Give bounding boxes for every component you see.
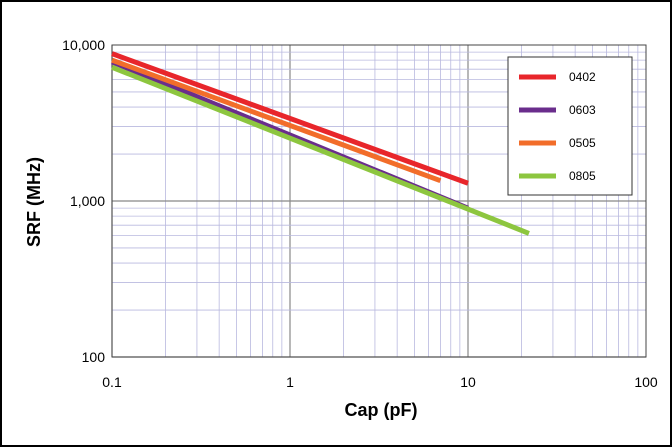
legend-label-0402: 0402 bbox=[569, 70, 596, 84]
legend-label-0603: 0603 bbox=[569, 103, 596, 117]
legend-label-0505: 0505 bbox=[569, 136, 596, 150]
series-line-0402 bbox=[111, 51, 469, 186]
series-line-0505 bbox=[111, 57, 442, 184]
legend-label-0805: 0805 bbox=[569, 169, 596, 183]
tick-labels: 0.1 1 10 100 100 1,000 10,000 bbox=[62, 37, 658, 390]
y-axis-title: SRF (MHz) bbox=[24, 157, 44, 247]
x-tick-label: 0.1 bbox=[102, 374, 122, 390]
y-tick-label: 10,000 bbox=[62, 37, 105, 53]
plot-border bbox=[111, 44, 647, 358]
x-tick-label: 100 bbox=[634, 374, 658, 390]
legend-box bbox=[507, 56, 633, 196]
y-tick-label: 100 bbox=[82, 349, 106, 365]
series-line-0805 bbox=[111, 64, 530, 236]
x-tick-label: 10 bbox=[460, 374, 476, 390]
series-lines bbox=[111, 51, 530, 236]
x-tick-label: 1 bbox=[286, 374, 294, 390]
legend: 0402 0603 0505 0805 bbox=[507, 56, 633, 196]
y-tick-label: 1,000 bbox=[70, 193, 105, 209]
x-axis-title: Cap (pF) bbox=[345, 400, 418, 420]
